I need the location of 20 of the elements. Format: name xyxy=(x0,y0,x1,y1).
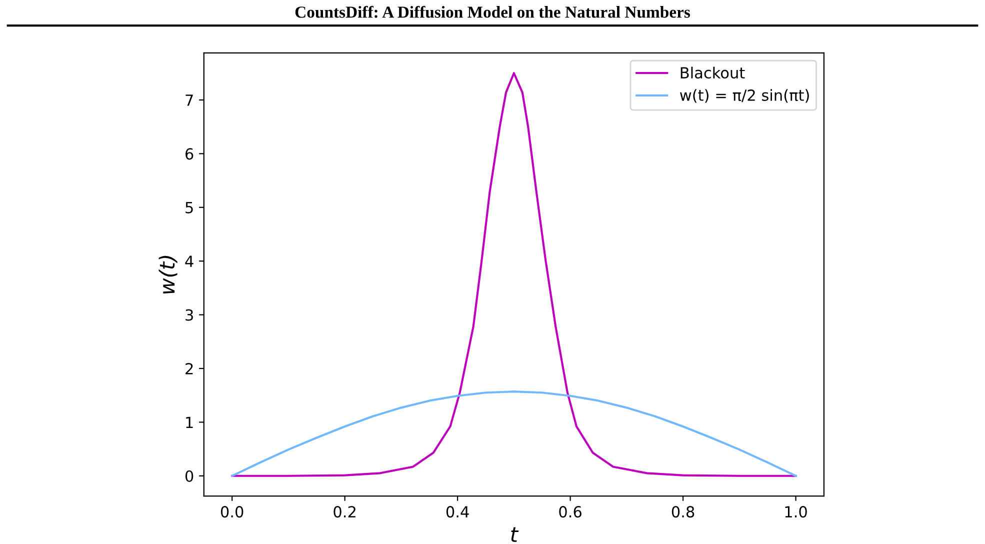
y-tick-label: 4 xyxy=(185,256,194,267)
x-tick-label: 1.0 xyxy=(785,506,807,518)
y-tick-label: 0 xyxy=(185,470,194,482)
y-tick-label: 2 xyxy=(186,362,193,374)
legend-label: w(t) = π/2 sin(πt) xyxy=(680,89,809,103)
x-tick-label: 0.6 xyxy=(559,506,582,518)
y-tick-label: 7 xyxy=(186,94,193,106)
y-tick-label: 3 xyxy=(186,309,193,321)
line-series xyxy=(231,390,797,477)
x-tick-label: 0.2 xyxy=(334,506,356,518)
legend-label: Blackout xyxy=(680,66,745,79)
y-axis-title: w(t) xyxy=(158,256,178,294)
y-tick-label: 6 xyxy=(186,148,194,160)
y-tick-label: 5 xyxy=(186,202,193,214)
y-tick-label: 1 xyxy=(186,416,193,428)
x-tick-label: 0.8 xyxy=(672,506,694,518)
x-axis-title: t xyxy=(511,527,519,542)
x-tick-label: 0.4 xyxy=(446,506,469,518)
chart-title: CountsDiff: A Diffusion Model on the Natural Numbers xyxy=(295,6,690,18)
x-tick-label: 0.0 xyxy=(220,506,244,518)
